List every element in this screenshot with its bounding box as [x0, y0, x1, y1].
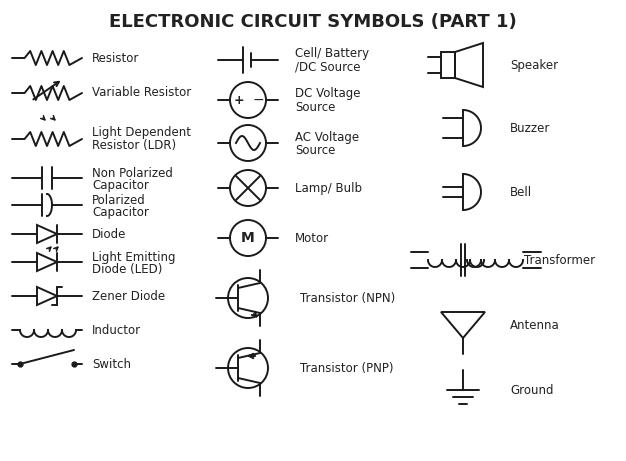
Text: Switch: Switch [92, 357, 131, 371]
Text: Lamp/ Bulb: Lamp/ Bulb [295, 182, 362, 195]
Text: /DC Source: /DC Source [295, 60, 361, 73]
Text: DC Voltage: DC Voltage [295, 88, 361, 100]
Text: Light Emitting: Light Emitting [92, 250, 175, 264]
Text: Diode: Diode [92, 227, 126, 241]
Text: Ground: Ground [510, 384, 553, 396]
Text: Capacitor: Capacitor [92, 206, 149, 219]
Text: Buzzer: Buzzer [510, 122, 550, 135]
Text: Bell: Bell [510, 185, 532, 199]
Text: Transistor (PNP): Transistor (PNP) [300, 361, 394, 374]
Text: Source: Source [295, 100, 336, 113]
Text: Resistor: Resistor [92, 52, 140, 65]
Text: ELECTRONIC CIRCUIT SYMBOLS (PART 1): ELECTRONIC CIRCUIT SYMBOLS (PART 1) [109, 13, 517, 31]
Text: Zener Diode: Zener Diode [92, 290, 165, 302]
Bar [441, 52, 455, 78]
Text: +: + [233, 94, 244, 106]
Text: Transistor (NPN): Transistor (NPN) [300, 291, 395, 305]
Text: Polarized: Polarized [92, 194, 146, 207]
Text: Diode (LED): Diode (LED) [92, 262, 162, 276]
Text: Light Dependent: Light Dependent [92, 125, 191, 138]
Text: Variable Resistor: Variable Resistor [92, 87, 192, 100]
Text: Inductor: Inductor [92, 324, 141, 337]
Text: Non Polarized: Non Polarized [92, 166, 173, 179]
Text: −: − [252, 93, 264, 107]
Text: Transformer: Transformer [524, 254, 595, 266]
Text: Motor: Motor [295, 231, 329, 244]
Text: Capacitor: Capacitor [92, 178, 149, 191]
Text: Resistor (LDR): Resistor (LDR) [92, 138, 176, 152]
Text: Source: Source [295, 143, 336, 156]
Text: AC Voltage: AC Voltage [295, 130, 359, 143]
Text: Cell/ Battery: Cell/ Battery [295, 47, 369, 60]
Text: M: M [241, 231, 255, 245]
Text: Antenna: Antenna [510, 319, 560, 331]
Text: Speaker: Speaker [510, 59, 558, 71]
